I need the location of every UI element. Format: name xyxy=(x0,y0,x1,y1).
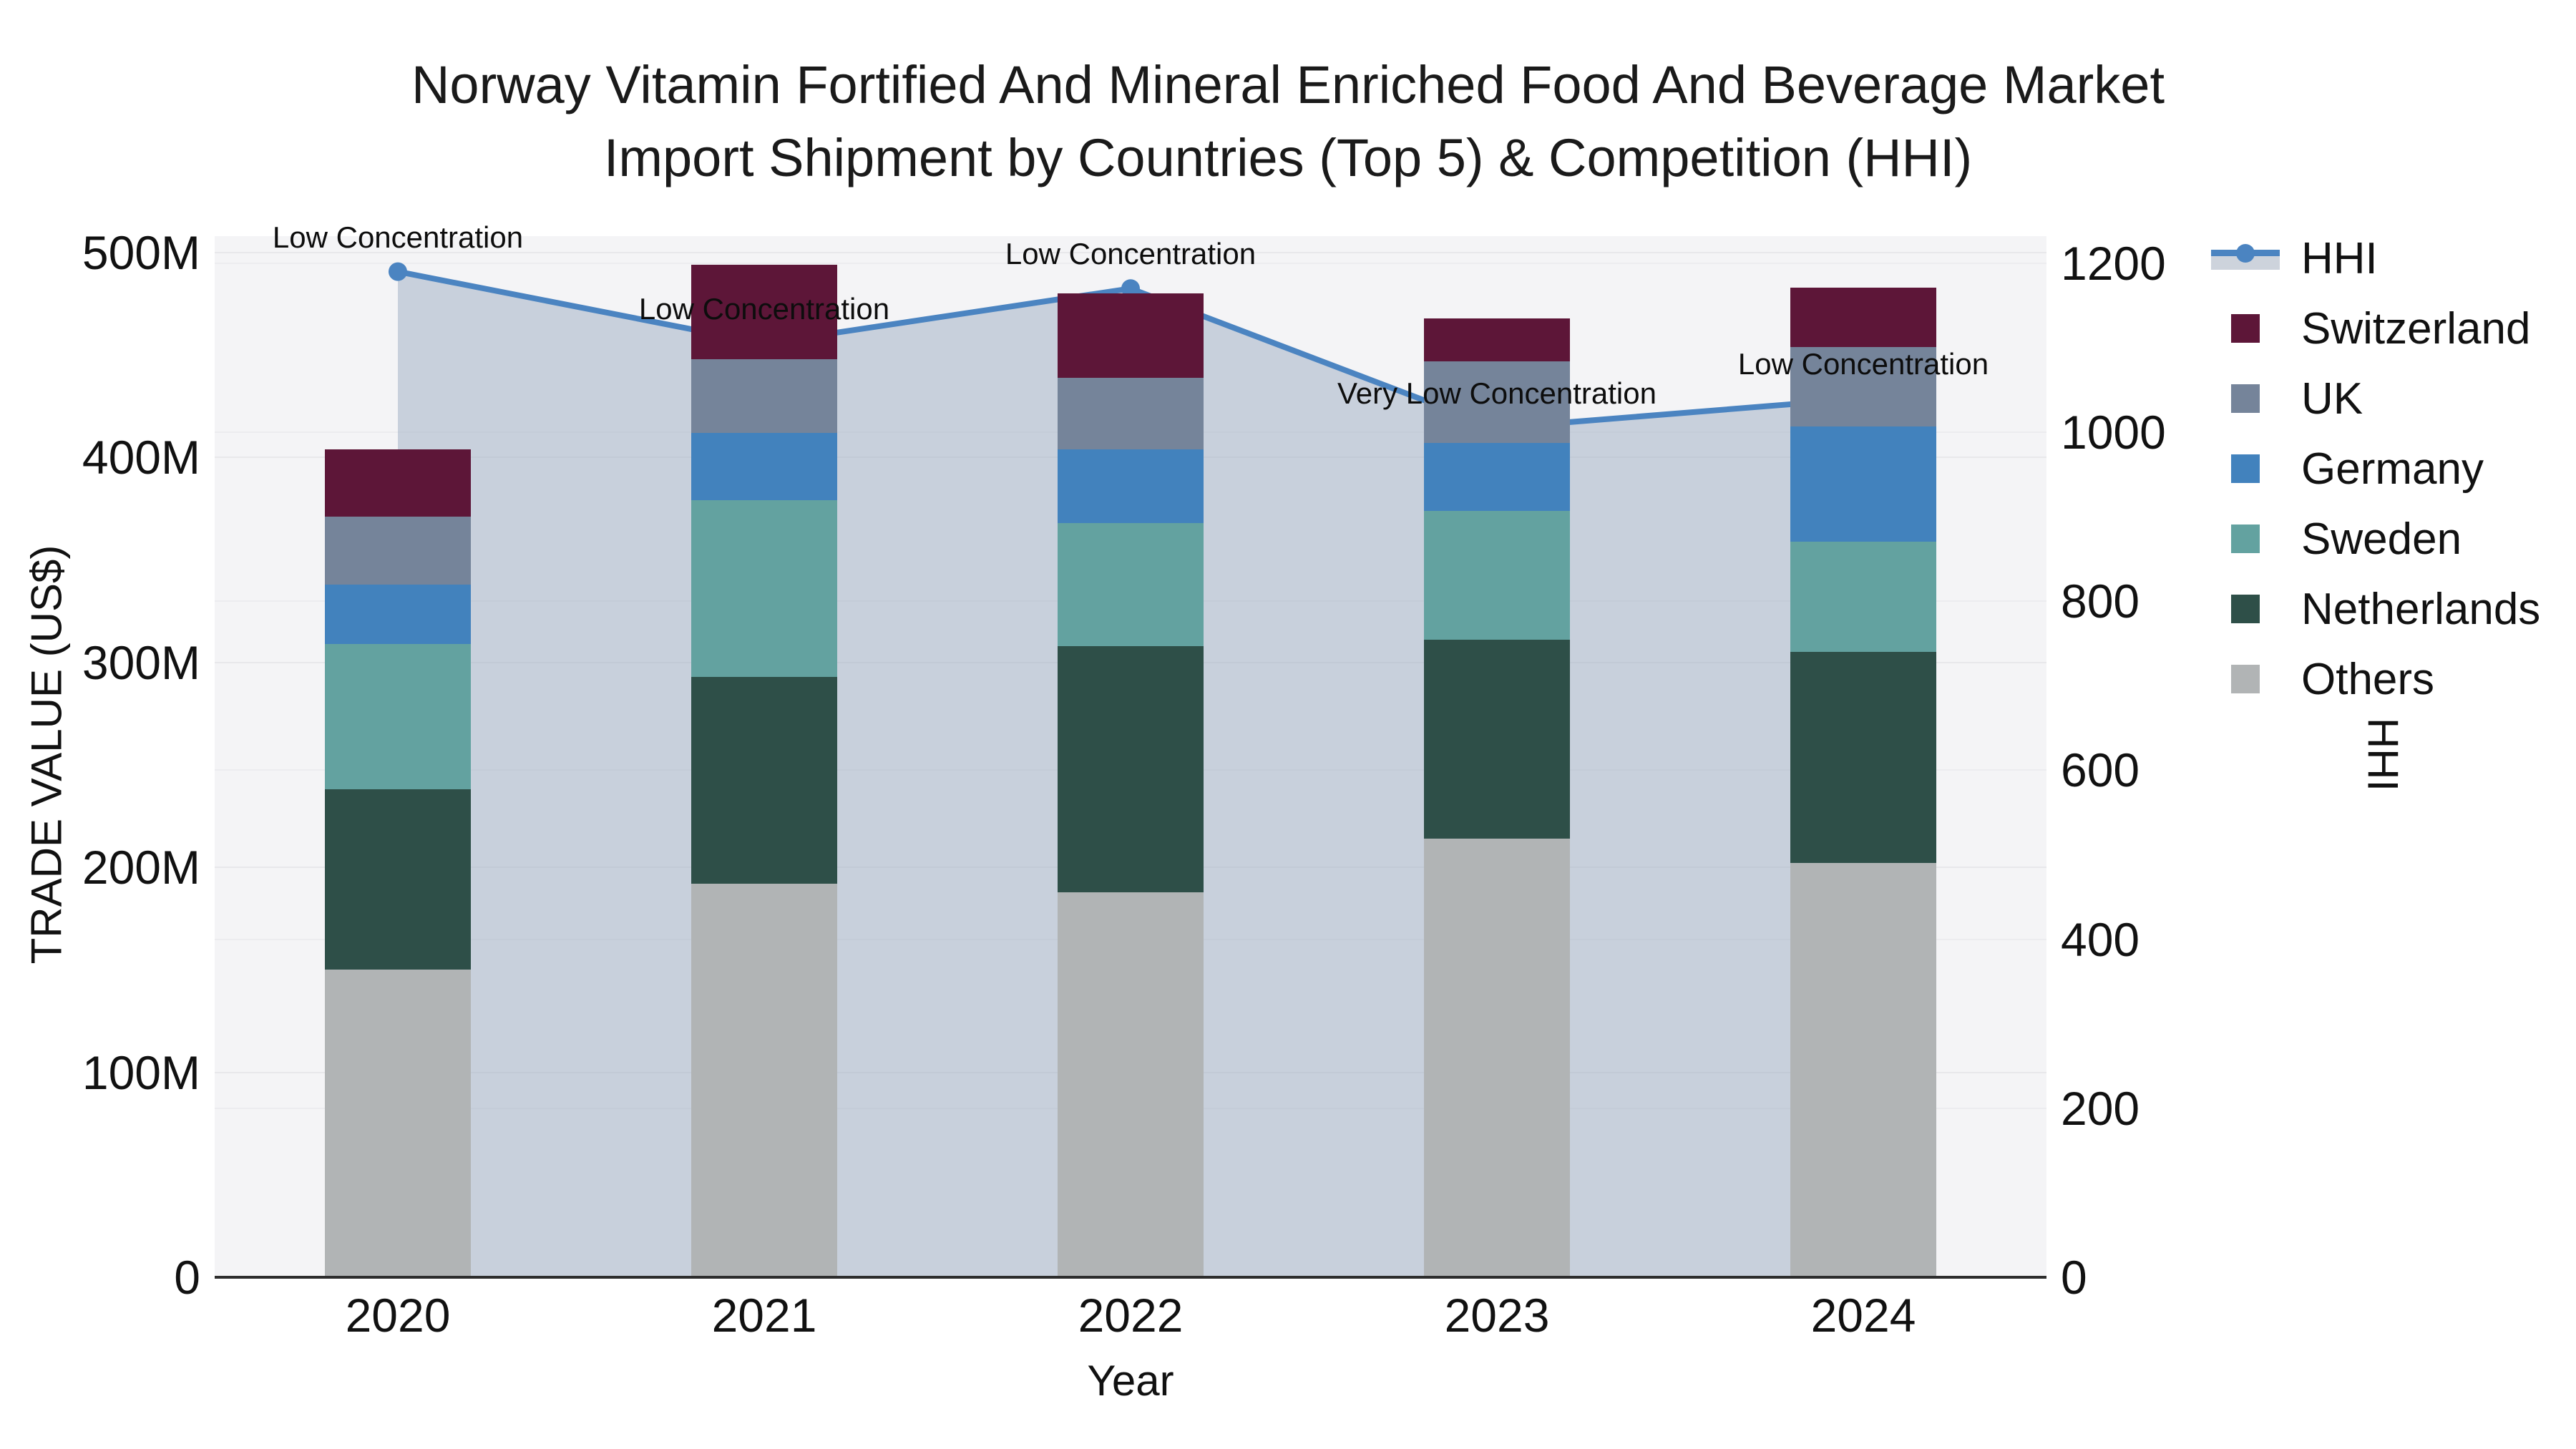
bar-segment-netherlands-2022[interactable] xyxy=(1058,645,1204,892)
legend-item-hhi[interactable]: HHI xyxy=(2202,223,2540,293)
legend-item-netherlands[interactable]: Netherlands xyxy=(2202,574,2540,644)
bar-segment-germany-2021[interactable] xyxy=(691,432,837,501)
chart-title-line2: Import Shipment by Countries (Top 5) & C… xyxy=(603,128,1973,187)
x-axis-tick-label-2021: 2021 xyxy=(711,1289,817,1342)
annotation-2021: Low Concentration xyxy=(638,291,890,326)
legend-swatch-germany xyxy=(2202,454,2288,483)
swatch-square-icon xyxy=(2231,314,2260,343)
left-axis-tick-label: 300M xyxy=(82,635,200,689)
bar-segment-uk-2023[interactable] xyxy=(1424,361,1570,444)
left-axis-title: TRADE VALUE (US$) xyxy=(22,545,71,965)
bar-segment-germany-2020[interactable] xyxy=(325,584,471,644)
right-axis-tick-label: 0 xyxy=(2061,1251,2087,1304)
legend: HHI Switzerland UK Germany Sweden Netherlands… xyxy=(2202,223,2540,714)
bar-segment-germany-2022[interactable] xyxy=(1058,449,1204,523)
bar-segment-netherlands-2021[interactable] xyxy=(691,676,837,884)
hhi-swatch-graphic xyxy=(2211,244,2280,271)
legend-label-others: Others xyxy=(2301,654,2435,704)
legend-swatch-switzerland xyxy=(2202,314,2288,343)
left-axis-tick-label: 500M xyxy=(82,225,200,279)
bar-segment-netherlands-2024[interactable] xyxy=(1790,652,1936,864)
legend-label-hhi: HHI xyxy=(2301,233,2378,283)
bar-segment-uk-2020[interactable] xyxy=(325,517,471,585)
legend-swatch-others xyxy=(2202,665,2288,693)
bar-segment-sweden-2021[interactable] xyxy=(691,500,837,677)
legend-label-netherlands: Netherlands xyxy=(2301,584,2541,634)
right-axis-tick-label: 800 xyxy=(2061,575,2140,628)
legend-item-sweden[interactable]: Sweden xyxy=(2202,504,2540,574)
bar-segment-others-2022[interactable] xyxy=(1058,892,1204,1277)
x-axis-line xyxy=(215,1276,2046,1279)
left-axis-tick-label: 200M xyxy=(82,841,200,894)
bar-segment-netherlands-2023[interactable] xyxy=(1424,640,1570,839)
right-axis-tick-label: 1000 xyxy=(2061,405,2166,459)
annotation-2020: Low Concentration xyxy=(272,220,524,254)
bar-segment-sweden-2020[interactable] xyxy=(325,643,471,790)
legend-label-switzerland: Switzerland xyxy=(2301,303,2531,353)
bar-segment-others-2021[interactable] xyxy=(691,884,837,1277)
swatch-square-icon xyxy=(2231,384,2260,413)
legend-swatch-sweden xyxy=(2202,525,2288,553)
hhi-swatch-dot xyxy=(2236,244,2255,263)
right-axis-tick-label: 200 xyxy=(2061,1081,2140,1135)
bar-segment-others-2020[interactable] xyxy=(325,970,471,1277)
legend-swatch-uk xyxy=(2202,384,2288,413)
bar-segment-others-2023[interactable] xyxy=(1424,839,1570,1277)
left-axis-tick-label: 100M xyxy=(82,1045,200,1099)
x-axis-title: Year xyxy=(1087,1357,1174,1405)
bar-segment-uk-2024[interactable] xyxy=(1790,346,1936,427)
chart-title: Norway Vitamin Fortified And Mineral Enr… xyxy=(0,49,2576,195)
x-axis-tick-label-2024: 2024 xyxy=(1810,1289,1916,1342)
right-axis-tick-label: 400 xyxy=(2061,912,2140,966)
x-axis-tick-label-2023: 2023 xyxy=(1444,1289,1550,1342)
legend-item-others[interactable]: Others xyxy=(2202,644,2540,714)
annotation-2024: Low Concentration xyxy=(1737,346,1989,381)
bar-segment-others-2024[interactable] xyxy=(1790,863,1936,1277)
bar-segment-uk-2022[interactable] xyxy=(1058,377,1204,449)
bar-segment-switzerland-2021[interactable] xyxy=(691,265,837,359)
left-axis-tick-label: 400M xyxy=(82,431,200,484)
swatch-square-icon xyxy=(2231,665,2260,693)
gridline-left-500 xyxy=(215,251,2046,253)
bar-segment-germany-2024[interactable] xyxy=(1790,426,1936,542)
gridline-right-1200 xyxy=(215,262,2046,264)
bar-segment-sweden-2024[interactable] xyxy=(1790,541,1936,653)
bar-segment-switzerland-2024[interactable] xyxy=(1790,287,1936,347)
x-axis-tick-label-2022: 2022 xyxy=(1078,1289,1184,1342)
right-axis-tick-label: 1200 xyxy=(2061,236,2166,290)
left-axis-tick-label: 0 xyxy=(174,1251,200,1304)
bar-segment-sweden-2023[interactable] xyxy=(1424,510,1570,640)
legend-label-sweden: Sweden xyxy=(2301,514,2462,564)
bar-segment-netherlands-2020[interactable] xyxy=(325,789,471,970)
hhi-legend-swatch xyxy=(2202,244,2288,271)
legend-swatch-netherlands xyxy=(2202,595,2288,623)
annotation-2023: Very Low Concentration xyxy=(1337,376,1657,411)
swatch-square-icon xyxy=(2231,525,2260,553)
bar-segment-switzerland-2022[interactable] xyxy=(1058,293,1204,378)
right-axis-tick-label: 600 xyxy=(2061,743,2140,797)
x-axis-tick-label-2020: 2020 xyxy=(345,1289,451,1342)
legend-item-germany[interactable]: Germany xyxy=(2202,434,2540,504)
swatch-square-icon xyxy=(2231,595,2260,623)
bar-segment-switzerland-2020[interactable] xyxy=(325,449,471,517)
bar-segment-uk-2021[interactable] xyxy=(691,358,837,433)
bar-segment-germany-2023[interactable] xyxy=(1424,443,1570,511)
bar-segment-sweden-2022[interactable] xyxy=(1058,522,1204,646)
legend-item-uk[interactable]: UK xyxy=(2202,364,2540,434)
swatch-square-icon xyxy=(2231,454,2260,483)
legend-label-germany: Germany xyxy=(2301,444,2484,494)
legend-label-uk: UK xyxy=(2301,374,2363,424)
legend-item-switzerland[interactable]: Switzerland xyxy=(2202,293,2540,364)
chart-title-line1: Norway Vitamin Fortified And Mineral Enr… xyxy=(411,55,2165,114)
annotation-2022: Low Concentration xyxy=(1005,237,1257,271)
bar-segment-switzerland-2023[interactable] xyxy=(1424,318,1570,361)
